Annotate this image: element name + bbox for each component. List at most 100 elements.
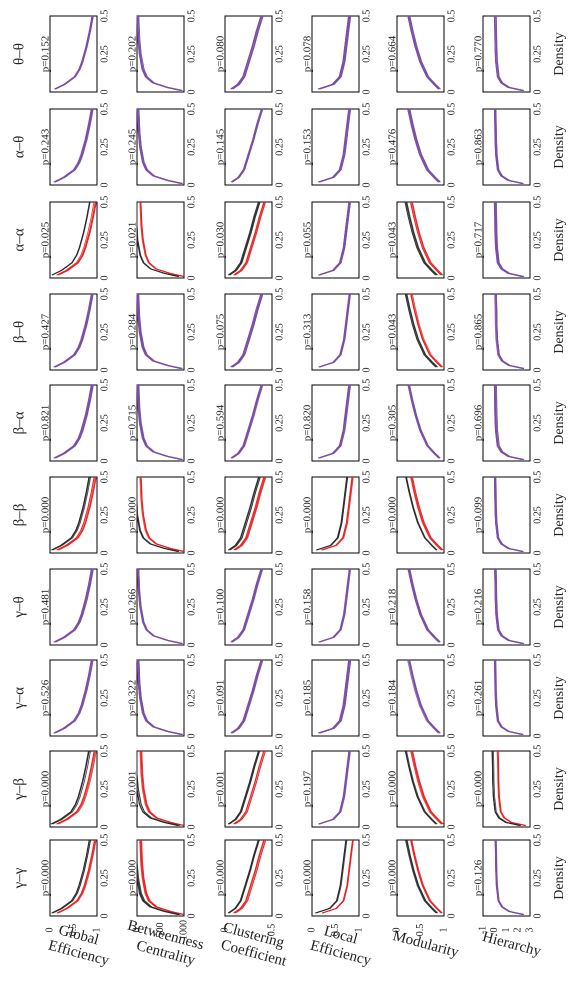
series-line [319, 201, 351, 276]
y-tick-label: 1 [353, 928, 364, 933]
density-tick-label: 0.5 [186, 654, 197, 667]
series-line [411, 293, 444, 368]
series-line [136, 108, 182, 184]
density-tick-label: 0 [186, 90, 197, 95]
series-line [408, 15, 441, 90]
series-line [138, 659, 183, 735]
series-line [138, 384, 183, 460]
panel-frame [49, 476, 98, 554]
density-axis-label: Density [552, 218, 567, 262]
density-tick-label: 0.5 [99, 10, 110, 23]
p-value-label: p=0.820 [302, 404, 314, 441]
series-line [57, 201, 96, 276]
series-line [58, 839, 97, 914]
series-line [494, 839, 523, 915]
p-value-label: p=0.000 [40, 859, 52, 896]
density-tick-label: 0 [446, 459, 457, 464]
series-line [321, 839, 354, 914]
panel-frame [224, 293, 273, 371]
series-line [493, 659, 522, 735]
series-line [55, 384, 94, 459]
density-tick-label: 0.5 [532, 563, 543, 576]
panel--clustering-coefficient: p=0.091 0 0.25 0.5 [215, 654, 286, 739]
series-line [410, 293, 442, 368]
density-tick-label: 0.5 [274, 103, 285, 116]
density-tick-label: 0.5 [274, 471, 285, 484]
panel--betweenness-centrality: p=0.715 0 0.25 0.5 [127, 379, 198, 464]
series-line [411, 750, 444, 825]
p-value-label: p=0.865 [473, 313, 485, 350]
density-tick-label: 0.25 [532, 231, 543, 249]
series-line [229, 476, 261, 551]
density-tick-label: 0 [532, 643, 543, 648]
series-line [496, 750, 525, 826]
density-tick-label: 0.25 [99, 45, 110, 63]
series-line [228, 839, 260, 914]
series-line [319, 568, 351, 643]
p-value-label: p=0.030 [215, 221, 227, 258]
panel-frame [136, 15, 185, 93]
series-line [230, 108, 262, 183]
density-tick-label: 0 [446, 734, 457, 739]
panel-frame [482, 293, 531, 371]
panel-frame [482, 15, 531, 93]
density-tick-label: 0.5 [361, 745, 372, 758]
series-line [407, 384, 440, 459]
panel-frame [396, 568, 445, 646]
series-line [137, 293, 182, 369]
panel--local-efficiency: p=0.055 0 0.25 0.5 [302, 196, 373, 281]
density-tick-label: 0.5 [361, 834, 372, 847]
series-line [406, 293, 438, 368]
panel--global-efficiency: p=0.025 0 0.25 0.5 [40, 196, 111, 281]
density-tick-label: 0.5 [99, 471, 110, 484]
panel--local-efficiency: p=0.313 0 0.25 0.5 [302, 288, 373, 373]
series-line [494, 293, 523, 369]
series-line [230, 15, 262, 90]
density-tick-label: 0.5 [186, 563, 197, 576]
panel-frame [49, 108, 98, 186]
panel-grid: p=0.000 0 0.25 0.5 p=0.000 0 0.25 0.5 p=0.000 0 0.… [40, 10, 544, 919]
density-tick-label: 0.5 [361, 563, 372, 576]
density-tick-label: 0 [186, 643, 197, 648]
p-value-label: p=0.000 [215, 496, 227, 533]
panel-frame [482, 201, 531, 279]
density-tick-label: 0 [532, 459, 543, 464]
density-tick-label: 0.5 [186, 379, 197, 392]
series-line [494, 659, 523, 735]
panel--global-efficiency: p=0.000 0 0.25 0.5 [40, 745, 111, 830]
density-tick-label: 0 [361, 368, 372, 373]
panel--hierarchy: p=0.000 0 0.25 0.5 [473, 745, 544, 830]
series-line [319, 750, 351, 825]
density-tick-label: 0.5 [446, 745, 457, 758]
density-tick-label: 0.5 [99, 196, 110, 209]
panel--hierarchy: p=0.261 0 0.25 0.5 [473, 654, 544, 739]
density-tick-label: 0 [361, 643, 372, 648]
series-line [230, 659, 262, 734]
density-tick-label: 0 [99, 914, 110, 919]
panel-frame [224, 750, 273, 828]
density-tick-label: 0 [186, 551, 197, 556]
panel-frame [224, 659, 273, 737]
panel-frame [224, 568, 273, 646]
density-tick-label: 0.25 [99, 138, 110, 156]
series-line [494, 15, 523, 91]
density-tick-label: 0.25 [361, 323, 372, 341]
panel-frame [224, 108, 273, 186]
density-tick-label: 0.5 [532, 196, 543, 209]
density-tick-label: 0.5 [532, 654, 543, 667]
series-line [405, 201, 438, 276]
density-tick-label: 0.25 [532, 780, 543, 798]
series-line [136, 384, 181, 460]
series-line [319, 108, 352, 183]
series-line [51, 476, 90, 551]
density-tick-label: 0.5 [99, 834, 110, 847]
p-value-label: p=0.696 [473, 404, 485, 441]
panel--global-efficiency: p=0.526 0 0.25 0.5 [40, 654, 111, 739]
density-tick-label: 0.25 [532, 598, 543, 616]
series-line [230, 659, 262, 734]
series-line [317, 659, 349, 734]
density-tick-label: 0.25 [532, 45, 543, 63]
series-line [137, 108, 182, 184]
series-line [230, 293, 262, 368]
series-line [56, 839, 95, 914]
